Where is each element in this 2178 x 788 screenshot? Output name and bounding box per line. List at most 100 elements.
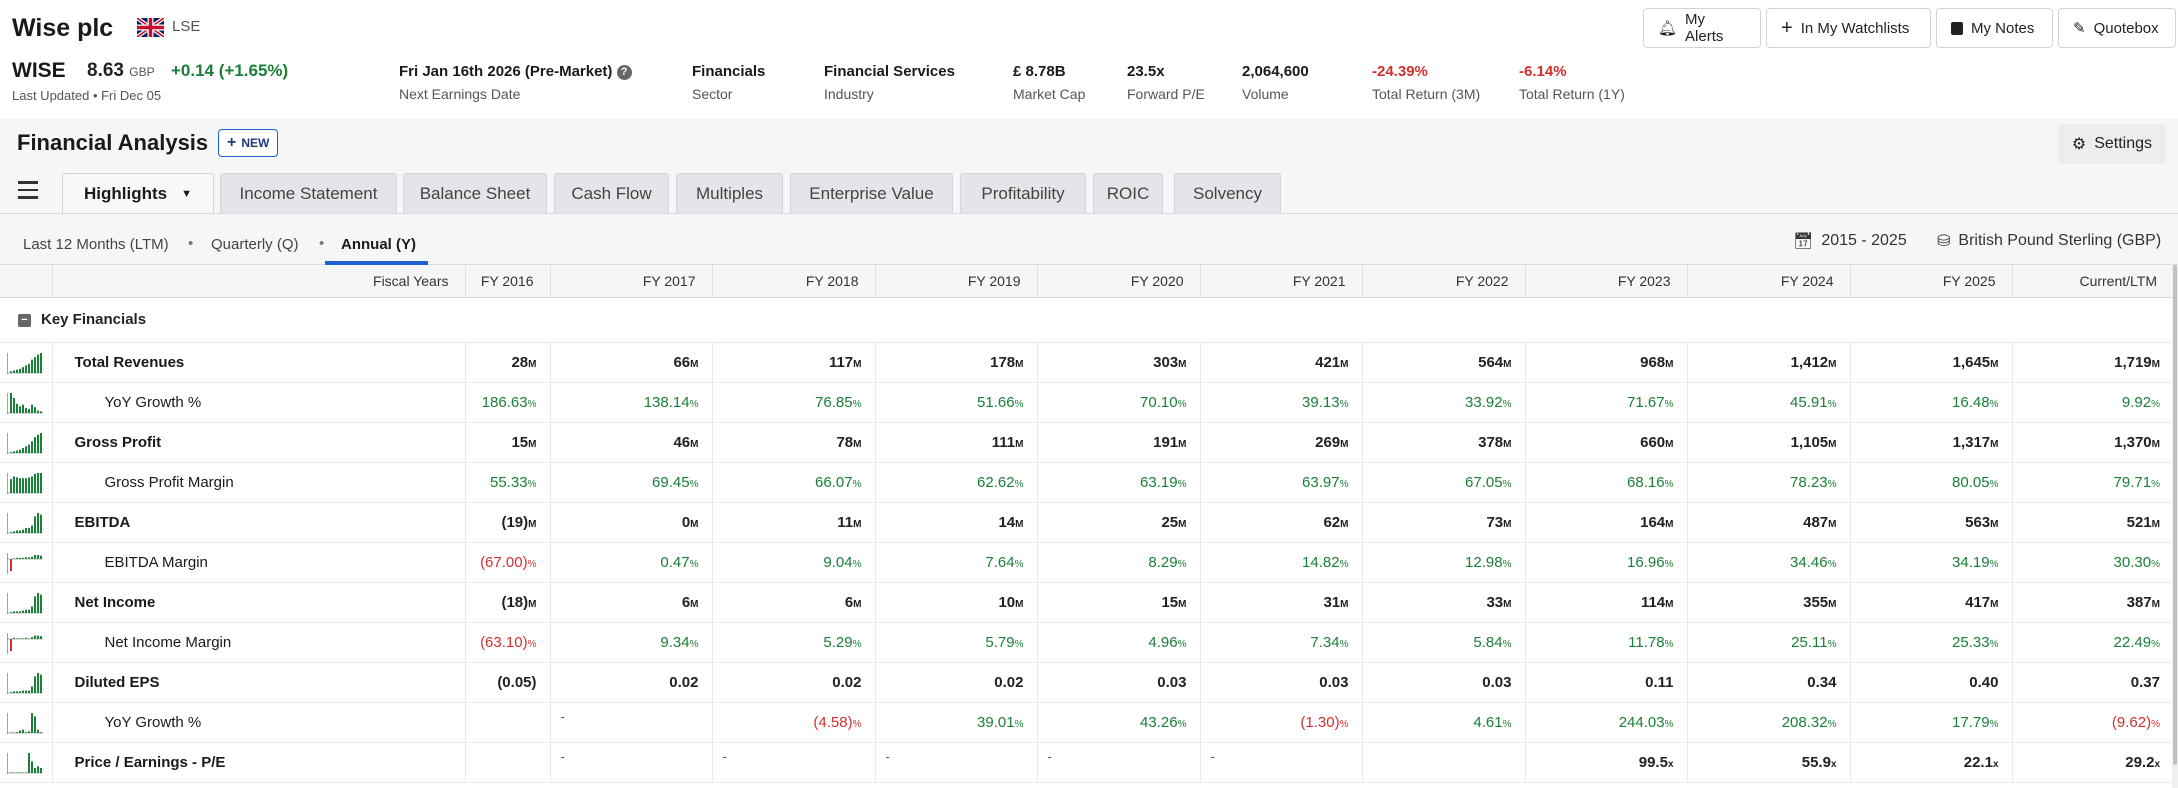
header-cell[interactable]: FY 2016 — [464, 265, 550, 298]
tab-profitability[interactable]: Profitability — [960, 173, 1086, 213]
sparkline-bar — [37, 473, 39, 493]
tab-income-statement[interactable]: Income Statement — [220, 173, 397, 213]
sparkline[interactable] — [0, 542, 53, 583]
sparkline-bar — [40, 473, 42, 493]
header-fiscal-years: Fiscal Years — [51, 265, 465, 298]
tab-enterprise-value[interactable]: Enterprise Value — [790, 173, 953, 213]
sparkline-bar — [19, 449, 21, 453]
cell-unit: M — [1178, 438, 1187, 450]
cell-value: (9.62) — [2111, 713, 2152, 731]
my-alerts-button[interactable]: 🔔︎ My Alerts — [1643, 8, 1761, 48]
cell-unit: M — [2151, 598, 2160, 610]
header-cell[interactable]: FY 2022 — [1361, 265, 1525, 298]
sparkline[interactable] — [0, 382, 53, 423]
sparkline-bar — [10, 479, 12, 493]
cell-value: 71.67 — [1627, 393, 1665, 411]
settings-button[interactable]: ⚙ Settings — [2057, 124, 2166, 164]
quotebox-button[interactable]: ✎ Quotebox — [2058, 8, 2176, 48]
sparkline-bar — [31, 404, 33, 413]
table-cell: 11M — [711, 502, 875, 543]
cell-value: 417 — [1965, 593, 1991, 611]
period-ltm[interactable]: Last 12 Months (LTM) — [23, 236, 169, 253]
cell-value: 9.34 — [660, 633, 690, 651]
my-notes-button[interactable]: My Notes — [1936, 8, 2053, 48]
sparkline-bar — [16, 691, 18, 693]
tab-balance-sheet[interactable]: Balance Sheet — [403, 173, 547, 213]
sparkline[interactable] — [0, 502, 53, 543]
separator-dot: • — [188, 235, 194, 252]
header-cell[interactable]: FY 2017 — [549, 265, 712, 298]
sparkline[interactable] — [0, 462, 53, 503]
sparkline[interactable] — [0, 582, 53, 623]
sparkline[interactable] — [0, 622, 53, 663]
table-row: YoY Growth % - (4.58)% 39.01% 43.26% (1.30)% 4… — [0, 702, 2173, 743]
sparkline-bar — [22, 367, 24, 373]
cell-unit: % — [527, 638, 537, 650]
tab-multiples[interactable]: Multiples — [676, 173, 783, 213]
currency-picker[interactable]: ⛁ British Pound Sterling (GBP) — [1937, 232, 2162, 250]
cell-unit: M — [1990, 438, 1999, 450]
cell-unit: M — [690, 438, 699, 450]
sparkline-bar — [37, 555, 39, 559]
header-cell[interactable]: FY 2019 — [874, 265, 1037, 298]
cell-unit: % — [852, 558, 862, 570]
tab-highlights[interactable]: Highlights ▼ — [62, 173, 214, 213]
cell-value: 4.61 — [1473, 713, 1503, 731]
tab-roic[interactable]: ROIC — [1093, 173, 1163, 213]
stat-return-3m: -24.39% Total Return (3M) — [1372, 63, 1481, 102]
tab-solvency[interactable]: Solvency — [1174, 173, 1281, 213]
table-cell: 303M — [1036, 342, 1200, 383]
new-button[interactable]: + NEW — [218, 129, 279, 157]
table-cell: 0.02 — [711, 662, 875, 703]
sparkline[interactable] — [0, 702, 53, 743]
table-cell: 39.01% — [874, 702, 1037, 743]
year-range-picker[interactable]: 📅︎ 2015 - 2025 — [1793, 232, 1907, 250]
cell-value: 303 — [1153, 353, 1179, 371]
header-cell[interactable]: FY 2018 — [711, 265, 875, 298]
cell-unit: M — [1990, 518, 1999, 530]
cell-unit: % — [689, 638, 699, 650]
table-cell: 7.34% — [1199, 622, 1362, 663]
table-cell: 269M — [1199, 422, 1362, 463]
table-cell: 11.78% — [1524, 622, 1687, 663]
cell-value: 191 — [1153, 433, 1179, 451]
sparkline[interactable] — [0, 742, 53, 783]
table-cell: 0.02 — [549, 662, 712, 703]
menu-icon[interactable] — [18, 181, 38, 199]
cell-value: 63.19 — [1140, 473, 1178, 491]
sparkline[interactable] — [0, 342, 53, 383]
header-cell[interactable]: FY 2020 — [1036, 265, 1200, 298]
cell-value: 16.48 — [1952, 393, 1990, 411]
period-annual[interactable]: Annual (Y) — [341, 236, 416, 253]
cell-unit: M — [1340, 358, 1349, 370]
cell-unit: % — [1664, 478, 1674, 490]
help-icon[interactable]: ? — [616, 64, 632, 80]
sparkline-bar — [13, 451, 15, 453]
header-cell[interactable]: FY 2023 — [1524, 265, 1687, 298]
table-cell: 1,719M — [2011, 342, 2173, 383]
header-cell[interactable]: FY 2021 — [1199, 265, 1362, 298]
cell-unit: M — [1828, 518, 1837, 530]
cell-unit: x — [1992, 758, 1999, 770]
sparkline-bar — [19, 730, 21, 733]
collapse-icon[interactable]: − — [18, 313, 31, 327]
watchlists-button[interactable]: + In My Watchlists — [1766, 8, 1931, 48]
cell-value: 25.11 — [1791, 633, 1828, 651]
cell-unit: x — [1830, 758, 1837, 770]
sparkline[interactable] — [0, 422, 53, 463]
table-cell: 10M — [874, 582, 1037, 623]
header-cell[interactable]: FY 2025 — [1849, 265, 2012, 298]
sparkline[interactable] — [0, 662, 53, 703]
cell-value: 55.9 — [1801, 753, 1831, 771]
row-label: Net Income — [52, 582, 465, 623]
table-cell: 4.61% — [1361, 702, 1525, 743]
cell-value: 22.1 — [1963, 753, 1993, 771]
period-quarterly[interactable]: Quarterly (Q) — [211, 236, 299, 253]
table-cell: 111M — [874, 422, 1037, 463]
cell-value: 66.07 — [815, 473, 853, 491]
header-cell[interactable]: FY 2024 — [1686, 265, 1850, 298]
tab-cash-flow[interactable]: Cash Flow — [554, 173, 669, 213]
cell-unit: M — [1015, 438, 1024, 450]
header-cell[interactable]: Current/LTM — [2011, 265, 2173, 298]
scrollbar[interactable] — [2172, 265, 2178, 788]
